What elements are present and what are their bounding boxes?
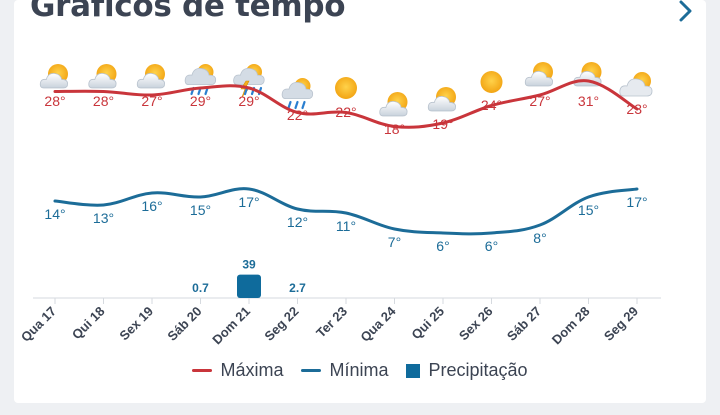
max-temp-label: 24° — [481, 97, 502, 113]
precip-label: 2.7 — [289, 281, 306, 295]
min-temp-label: 6° — [485, 238, 498, 254]
max-temp-label: 19° — [432, 116, 453, 132]
cloud-shape — [233, 67, 265, 86]
legend-item-max: Máxima — [192, 360, 283, 381]
sun-icon — [480, 71, 503, 93]
x-tick-label: Qua 17 — [18, 304, 59, 345]
rain-drop — [287, 100, 292, 110]
sun-shape — [335, 77, 357, 99]
max-temp-label: 23° — [626, 101, 647, 117]
sun-icon — [335, 77, 357, 99]
cloud-shape — [619, 78, 653, 97]
x-tick-label: Qua 24 — [357, 303, 399, 345]
rain-icon — [184, 64, 217, 96]
cloud-shape — [184, 67, 217, 86]
series-line-min — [53, 187, 639, 236]
min-temp-label: 8° — [533, 230, 546, 246]
max-temp-label: 22° — [287, 107, 308, 123]
partly-cloudy-icon — [39, 64, 69, 89]
rain-drop — [243, 86, 249, 96]
partly-cloudy-icon — [379, 92, 408, 117]
rain-icon — [281, 78, 314, 110]
rain-drop — [204, 86, 209, 96]
cloud-shape — [281, 81, 314, 100]
min-temp-label: 16° — [141, 198, 162, 214]
legend-precip-label: Precipitação — [428, 360, 528, 380]
page-title: Gráficos de tempo — [30, 0, 346, 24]
x-tick-label: Dom 21 — [209, 304, 253, 348]
legend-item-precip: Precipitação — [406, 360, 528, 381]
x-tick-label: Sex 26 — [456, 304, 496, 344]
max-temp-label: 27° — [529, 93, 550, 109]
max-temp-label: 27° — [141, 93, 162, 109]
partly-cloudy-icon — [136, 64, 166, 89]
legend-item-min: Mínima — [301, 360, 388, 381]
precip-label: 39 — [242, 258, 256, 272]
x-tick-label: Ter 23 — [313, 304, 350, 341]
cloudy-icon — [619, 72, 653, 97]
cloud-shape — [524, 71, 554, 87]
x-tick-label: Qui 25 — [408, 304, 447, 343]
precip-label: 0.7 — [192, 281, 209, 295]
max-temp-label: 28° — [93, 93, 114, 109]
max-temp-label: 28° — [44, 93, 65, 109]
rain-drop — [294, 100, 299, 110]
cloud-shape — [88, 73, 117, 89]
cloud-shape — [379, 101, 408, 117]
cloud-shape — [136, 73, 166, 89]
max-temp-label: 29° — [238, 93, 259, 109]
series-line-max — [53, 79, 639, 129]
x-tick-label: Sex 19 — [116, 304, 156, 344]
thunderstorm-icon — [233, 64, 265, 98]
min-temp-label: 13° — [93, 210, 114, 226]
cloud-shape — [39, 73, 69, 89]
x-tick-label: Seg 29 — [601, 304, 641, 344]
x-tick-label: Sáb 20 — [164, 304, 204, 344]
legend-precip-swatch — [406, 363, 421, 378]
temperature-chart: 28° 28° 27° 29° 29° 22° 22° 18° 19° 24° 27° 31° 23° 1… — [18, 62, 661, 348]
chart-legend: Máxima Mínima Precipitação — [0, 360, 720, 381]
min-temp-label: 14° — [44, 206, 65, 222]
rain-drop — [301, 100, 306, 110]
max-temp-label: 18° — [384, 121, 405, 137]
legend-max-label: Máxima — [220, 360, 284, 380]
min-temp-label: 11° — [336, 218, 356, 234]
max-temp-label: 29° — [190, 93, 211, 109]
min-temp-label: 15° — [190, 202, 211, 218]
max-temp-label: 31° — [578, 93, 599, 109]
precip-bar — [237, 274, 261, 298]
partly-cloudy-icon — [524, 62, 554, 87]
min-temp-label: 15° — [578, 202, 599, 218]
x-tick-label: Qui 18 — [69, 304, 108, 343]
min-temp-label: 12° — [287, 214, 308, 230]
legend-min-label: Mínima — [329, 360, 389, 380]
sun-shape — [480, 71, 503, 93]
cloud-shape — [427, 96, 457, 112]
max-temp-label: 22° — [335, 104, 356, 120]
min-temp-label: 17° — [626, 194, 647, 210]
chevron-right-icon[interactable] — [674, 0, 698, 28]
x-tick-label: Dom 28 — [549, 304, 593, 348]
min-temp-label: 17° — [238, 194, 259, 210]
min-temp-label: 7° — [388, 234, 401, 250]
partly-cloudy-icon — [427, 87, 457, 112]
legend-max-swatch — [192, 369, 213, 372]
partly-cloudy-icon — [88, 64, 117, 89]
legend-min-swatch — [301, 369, 322, 372]
min-temp-label: 6° — [436, 238, 449, 254]
x-tick-label: Seg 22 — [261, 304, 301, 344]
x-tick-label: Sáb 27 — [504, 304, 544, 344]
